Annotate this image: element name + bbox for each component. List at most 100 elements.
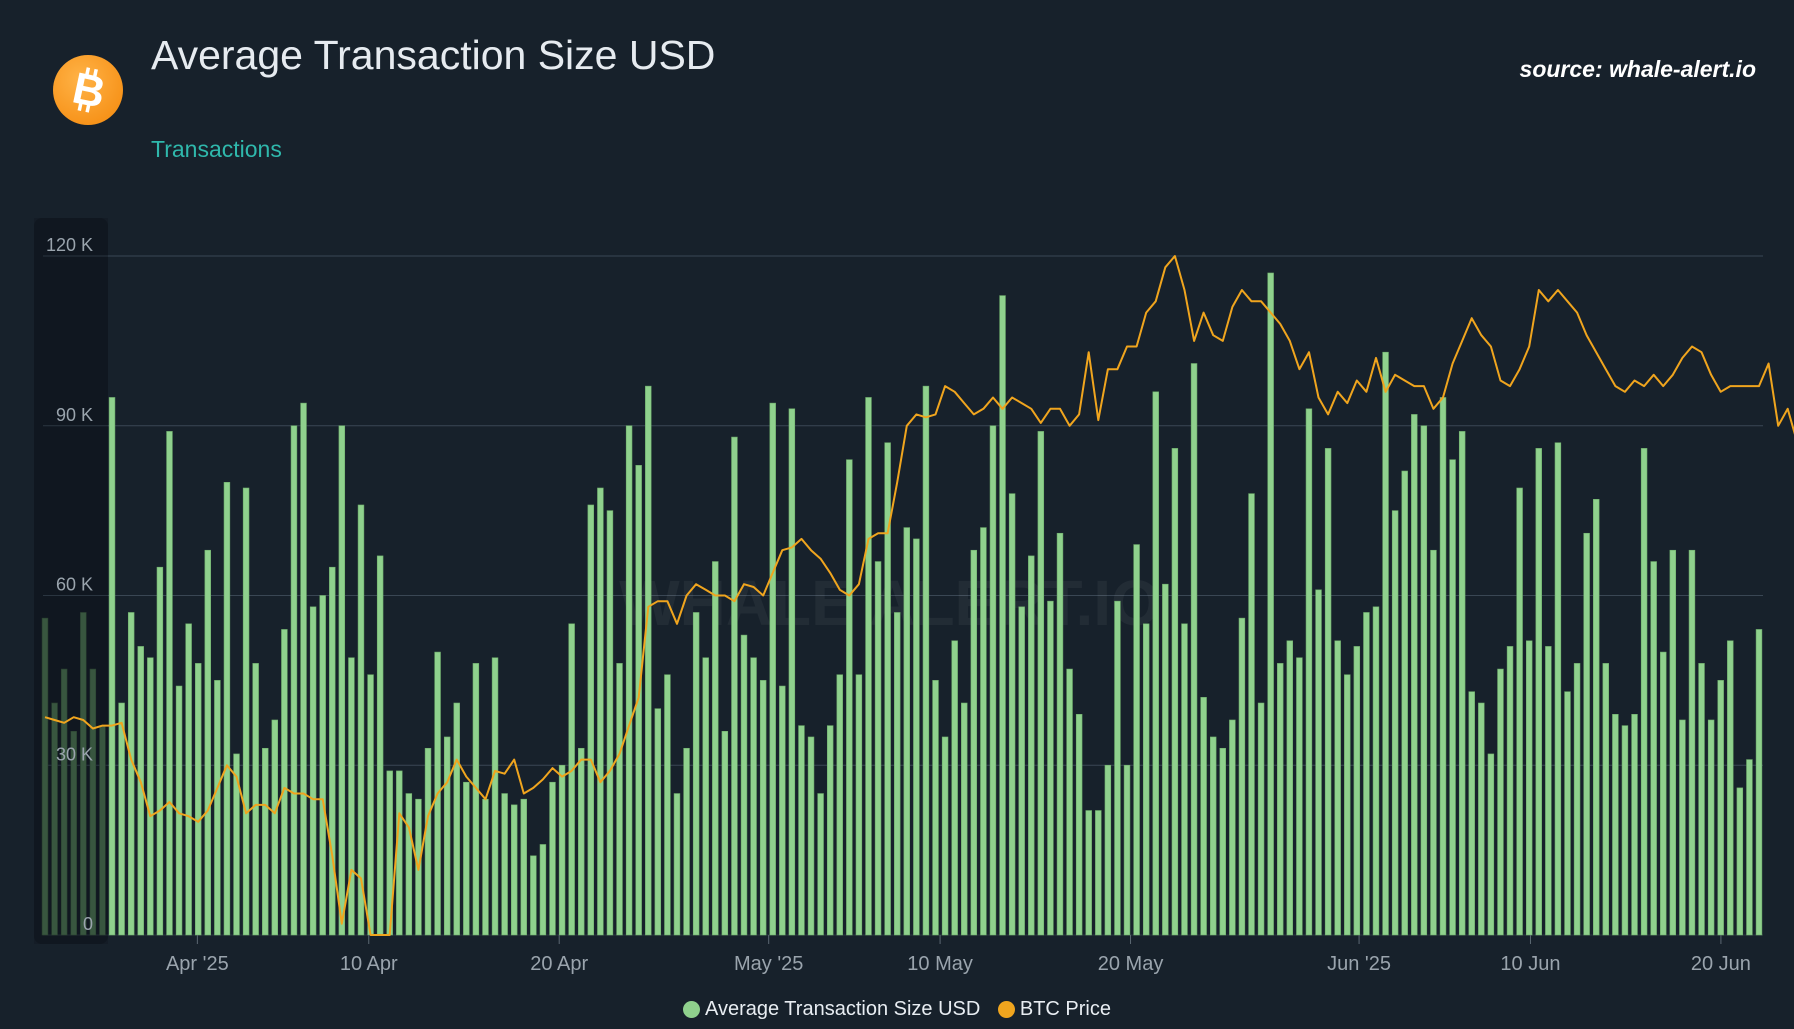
bar [309, 606, 317, 936]
legend-label-avg-size: Average Transaction Size USD [704, 998, 981, 1020]
bar [1717, 680, 1724, 936]
bar [1669, 549, 1677, 936]
bar [1267, 272, 1274, 936]
y-tick-label: 0 [83, 914, 93, 934]
bar [913, 538, 920, 936]
bar [252, 663, 259, 936]
bar [1583, 532, 1590, 936]
bar [1640, 448, 1648, 936]
bar [1650, 561, 1657, 936]
source-label: source: whale-alert.io [1519, 56, 1756, 82]
y-tick-label: 90 K [56, 405, 93, 425]
bar [1535, 448, 1542, 936]
bar [443, 736, 451, 936]
bar [884, 442, 891, 936]
bar [424, 747, 432, 936]
bar-series [41, 272, 1763, 936]
bar [1190, 363, 1198, 936]
bar [1353, 646, 1361, 936]
bar [262, 747, 269, 936]
navigator-shade [34, 218, 108, 944]
x-tick-label: May '25 [734, 953, 803, 975]
bar [51, 702, 58, 936]
bar [185, 623, 192, 936]
legend-swatch-avg-size [682, 1001, 700, 1018]
bar [1545, 646, 1552, 936]
bar [348, 657, 355, 936]
bar [855, 674, 863, 936]
x-tick-label: 10 Apr [340, 953, 398, 975]
bar [1095, 810, 1102, 936]
bar [1296, 657, 1303, 936]
bar [396, 770, 403, 936]
bar [645, 385, 652, 936]
bar [731, 436, 738, 936]
bar [587, 504, 594, 936]
bar [1229, 719, 1236, 936]
bar [329, 566, 336, 936]
bar [769, 402, 776, 936]
bar [271, 719, 279, 936]
bar [108, 397, 116, 936]
bar [1516, 487, 1523, 936]
bar [1037, 431, 1045, 936]
bar [156, 566, 164, 936]
chart-subtitle[interactable]: Transactions [151, 136, 282, 162]
bar [664, 674, 671, 936]
bar [233, 753, 240, 936]
chart-legend: Average Transaction Size USD BTC Price [0, 998, 1794, 1024]
legend-item-btc-price[interactable]: BTC Price [997, 998, 1111, 1021]
bar [616, 663, 623, 936]
bar [530, 855, 537, 936]
bar [922, 385, 930, 936]
y-tick-label: 60 K [56, 575, 93, 595]
bar [1573, 663, 1581, 936]
x-tick-label: 10 May [907, 953, 973, 975]
bar [1114, 600, 1121, 936]
bar [1679, 719, 1686, 936]
bar [1324, 448, 1332, 936]
bar [1468, 691, 1475, 936]
legend-item-avg-size[interactable]: Average Transaction Size USD [682, 998, 981, 1021]
bar [1688, 549, 1696, 936]
bar [1238, 617, 1246, 936]
bar [1660, 651, 1667, 936]
bar [453, 702, 460, 936]
bar [788, 408, 796, 936]
bar [980, 527, 987, 936]
bar [1497, 668, 1504, 936]
bar [1277, 663, 1284, 936]
bar [367, 674, 374, 936]
bar [214, 680, 221, 936]
y-tick-label: 30 K [56, 744, 93, 764]
x-tick-label: 20 Apr [530, 953, 588, 975]
bar [1602, 663, 1609, 936]
bar [1315, 589, 1322, 936]
bar [290, 425, 298, 936]
bar [999, 295, 1006, 936]
bar [798, 725, 805, 936]
bar [836, 674, 843, 936]
bar [1056, 532, 1064, 936]
bar [1439, 397, 1447, 936]
bar [1171, 448, 1179, 936]
bar [1755, 629, 1763, 936]
bar [204, 549, 211, 936]
bar [970, 549, 978, 936]
bar [759, 680, 767, 936]
bar [463, 781, 470, 936]
bar [80, 612, 87, 936]
legend-swatch-btc-price [997, 1001, 1015, 1018]
bar [1746, 759, 1753, 936]
bar [568, 623, 575, 936]
bar [1075, 714, 1083, 936]
bar [501, 793, 508, 936]
bar [1631, 714, 1638, 936]
bar [1525, 640, 1533, 936]
bar [740, 634, 748, 936]
bar [1736, 787, 1744, 936]
x-tick-label: Jun '25 [1327, 953, 1391, 975]
bar [147, 657, 154, 936]
bar [654, 708, 662, 936]
bar [1363, 612, 1370, 936]
